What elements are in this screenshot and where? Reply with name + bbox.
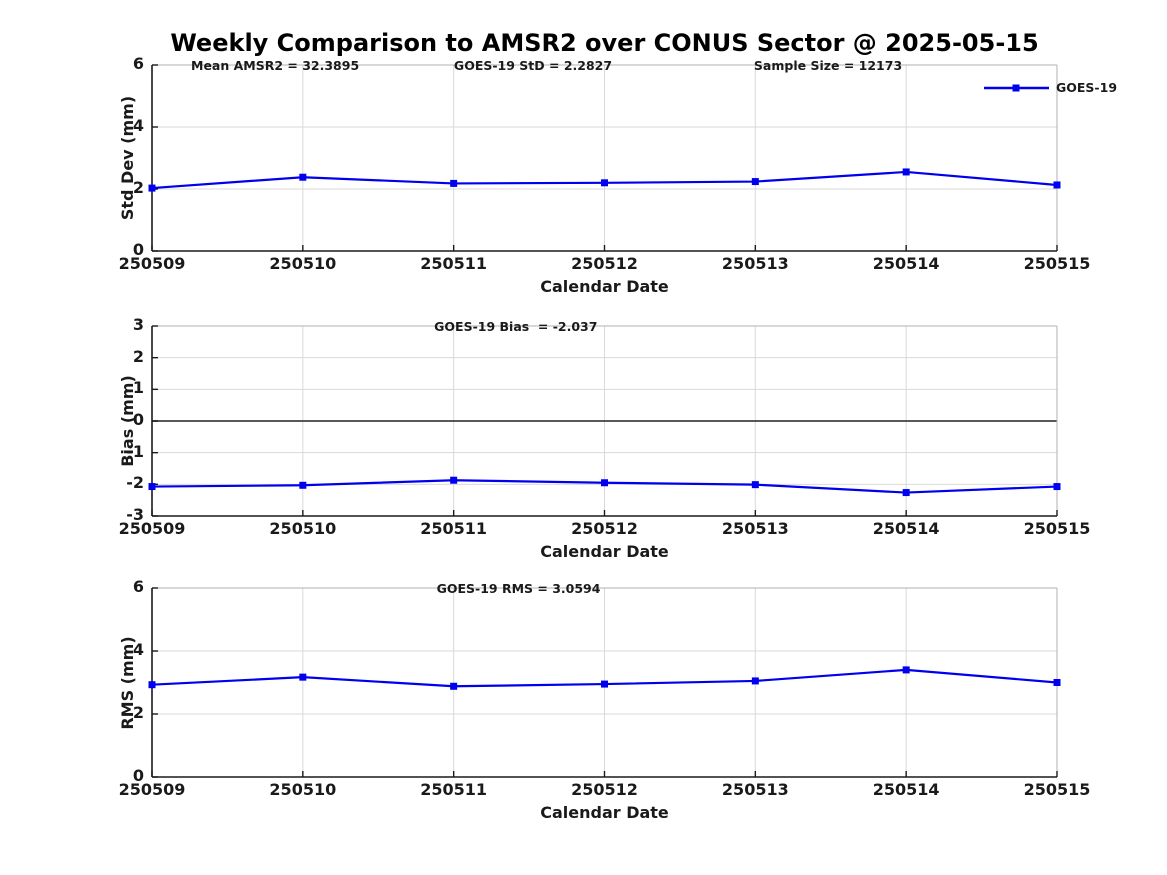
x-tick-label: 250509	[118, 780, 186, 799]
x-tick-label: 250514	[872, 254, 940, 273]
data-point-marker	[450, 476, 458, 484]
data-point-marker	[450, 179, 458, 187]
data-point-marker	[1053, 483, 1061, 491]
data-point-marker	[299, 673, 307, 681]
data-point-marker	[902, 489, 910, 497]
y-tick-label: -2	[126, 473, 144, 493]
x-tick-label: 250511	[420, 519, 488, 538]
y-axis-title: Std Dev (mm)	[118, 95, 138, 221]
data-point-marker	[601, 479, 608, 487]
data-point-marker	[902, 168, 910, 176]
x-tick-label: 250512	[571, 780, 638, 799]
data-point-marker	[148, 681, 156, 689]
y-tick-label: 1	[132, 378, 144, 398]
x-tick-label: 250514	[872, 780, 940, 799]
x-tick-label: 250513	[721, 254, 789, 273]
subplot-annotation: GOES-19 Bias = -2.037	[434, 319, 598, 334]
data-point-marker	[299, 481, 307, 489]
data-point-marker	[450, 682, 458, 690]
x-tick-label: 250511	[420, 254, 488, 273]
x-tick-label: 250512	[571, 519, 638, 538]
x-tick-label: 250512	[571, 254, 638, 273]
y-tick-label: 4	[132, 640, 144, 659]
x-tick-label: 250513	[721, 519, 789, 538]
data-point-marker	[1053, 181, 1061, 189]
x-tick-label: 250510	[269, 519, 337, 538]
x-tick-label: 250514	[872, 519, 940, 538]
subplot-annotation: Mean AMSR2 = 32.3895	[191, 58, 360, 73]
y-tick-label: 6	[132, 577, 144, 596]
subplot-annotation: GOES-19 RMS = 3.0594	[436, 581, 601, 596]
data-point-marker	[601, 179, 608, 187]
legend-label: GOES-19	[1056, 80, 1118, 95]
legend: GOES-19	[984, 80, 1117, 95]
y-tick-label: 0	[132, 410, 144, 429]
data-point-marker	[601, 680, 608, 688]
y-tick-label: 2	[132, 346, 144, 366]
data-point-marker	[148, 184, 156, 192]
y-tick-label: -3	[126, 505, 144, 524]
legend-line-icon	[984, 84, 1049, 91]
x-tick-label: 250515	[1023, 254, 1091, 273]
x-tick-label: 250513	[721, 780, 789, 799]
x-axis-title: Calendar Date	[540, 542, 669, 561]
x-tick-label: 250509	[118, 254, 186, 273]
x-axis-title: Calendar Date	[540, 277, 669, 296]
y-tick-label: 0	[132, 766, 144, 785]
x-tick-label: 250510	[269, 780, 337, 799]
page-title: Weekly Comparison to AMSR2 over CONUS Se…	[170, 29, 1039, 57]
x-tick-label: 250511	[420, 780, 488, 799]
x-tick-label: 250510	[269, 254, 337, 273]
y-tick-label: 2	[132, 703, 144, 722]
y-axis-title: Bias (mm)	[118, 375, 138, 467]
y-tick-label: -1	[126, 441, 144, 461]
subplot-annotation: Sample Size = 12173	[753, 58, 903, 73]
y-tick-label: 4	[132, 116, 144, 135]
subplot-annotation: GOES-19 StD = 2.2827	[453, 58, 613, 73]
x-axis-title: Calendar Date	[540, 803, 669, 822]
y-tick-label: 0	[132, 240, 144, 259]
y-tick-label: 6	[132, 54, 144, 73]
x-tick-label: 250515	[1023, 519, 1091, 538]
data-point-marker	[751, 178, 759, 186]
y-axis-title: RMS (mm)	[118, 635, 138, 730]
y-tick-label: 3	[132, 315, 144, 334]
x-tick-label: 250509	[118, 519, 186, 538]
data-point-marker	[751, 677, 759, 685]
x-tick-label: 250515	[1023, 780, 1091, 799]
y-tick-label: 2	[132, 178, 144, 197]
data-point-marker	[299, 173, 307, 181]
data-point-marker	[148, 483, 156, 491]
data-point-marker	[1053, 679, 1061, 686]
data-point-marker	[751, 481, 759, 489]
data-point-marker	[902, 666, 910, 674]
